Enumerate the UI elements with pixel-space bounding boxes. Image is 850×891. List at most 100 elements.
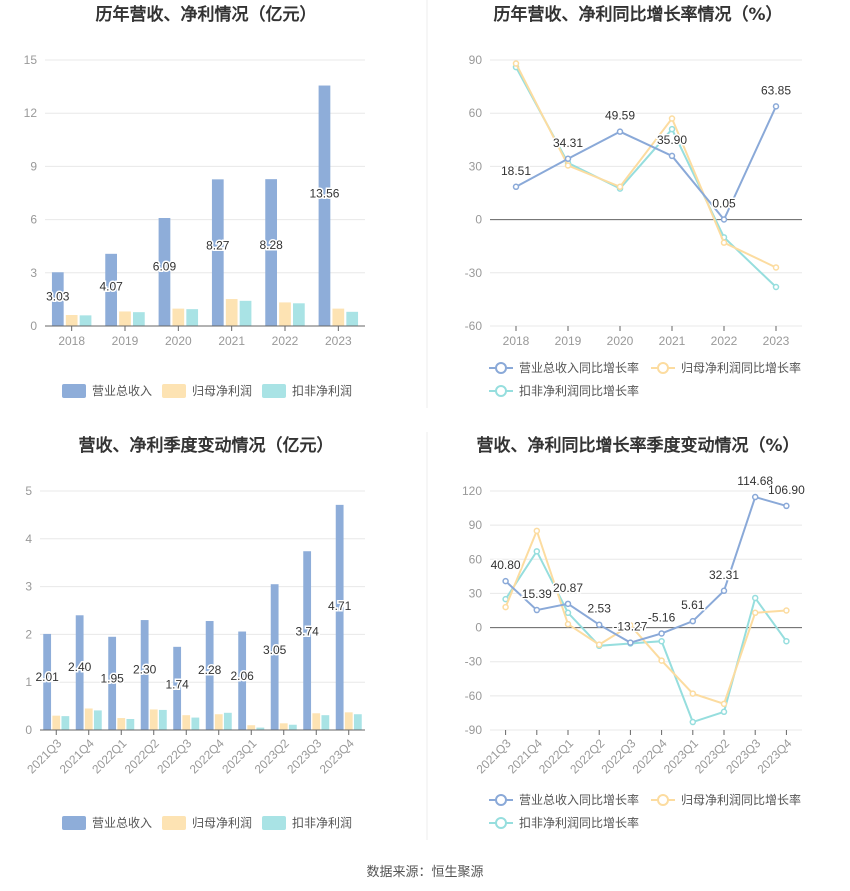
data-label: 0.05 [712, 197, 736, 211]
data-label: 18.51 [501, 164, 531, 178]
data-point [689, 690, 697, 697]
x-tick-label: 2023Q2 [252, 736, 292, 776]
data-point [720, 708, 728, 716]
bar [303, 551, 312, 730]
data-point [564, 600, 572, 608]
x-tick-label: 2023Q3 [284, 736, 324, 776]
bar [270, 584, 279, 730]
y-tick-label: 30 [469, 159, 483, 173]
data-label: 3.05 [263, 643, 287, 657]
data-point [783, 502, 790, 510]
data-point [502, 603, 509, 611]
bar [256, 727, 265, 730]
x-tick-label: 2021Q3 [24, 736, 64, 776]
data-label: 4.07 [99, 279, 123, 293]
data-point [668, 125, 676, 133]
x-tick-label: 2021 [659, 334, 686, 348]
bar [214, 714, 223, 730]
bar [265, 179, 277, 326]
data-point [616, 128, 624, 135]
series-line [515, 105, 777, 222]
data-point [689, 617, 697, 625]
y-tick-label: 60 [469, 552, 483, 566]
x-tick-label: 2019 [555, 334, 582, 348]
bar [84, 708, 93, 730]
legend-label: 扣非净利润同比增长率 [519, 815, 639, 830]
y-tick-label: 12 [24, 106, 38, 120]
bar [223, 712, 232, 730]
data-label: 34.31 [553, 136, 583, 150]
x-tick-label: 2023Q1 [219, 736, 259, 776]
data-point [751, 493, 759, 501]
data-label: 106.90 [768, 483, 805, 497]
x-tick-label: 2022Q4 [187, 736, 227, 776]
data-label: 3.74 [295, 625, 319, 639]
bar [211, 179, 224, 326]
bar [61, 716, 70, 730]
data-label: 15.39 [522, 587, 552, 601]
bar [293, 303, 305, 326]
legend-label: 扣非净利润 [292, 384, 352, 398]
data-point [502, 577, 509, 585]
legend-swatch-marker [495, 817, 507, 829]
bar [119, 311, 131, 326]
legend-label: 归母净利润同比增长率 [681, 360, 801, 375]
y-tick-label: 2 [25, 627, 32, 641]
x-tick-label: 2022 [711, 334, 738, 348]
x-tick-label: 2021Q4 [57, 736, 97, 776]
y-tick-label: 30 [469, 586, 483, 600]
bar [353, 714, 362, 730]
y-tick-label: 1 [25, 675, 32, 689]
legend-swatch-marker [495, 385, 507, 397]
legend-swatch [262, 384, 286, 398]
bar [318, 85, 331, 326]
legend-label: 扣非净利润同比增长率 [519, 383, 639, 398]
series-line [504, 495, 787, 644]
series-line [515, 63, 777, 269]
y-tick-label: 0 [25, 723, 32, 737]
bar [182, 715, 191, 730]
data-label: 8.28 [259, 238, 283, 252]
data-point [720, 587, 728, 595]
bar [279, 723, 288, 730]
data-point [627, 639, 634, 646]
y-tick-label: 5 [25, 484, 32, 498]
x-tick-label: 2023Q4 [317, 736, 357, 776]
data-point [720, 700, 728, 708]
data-point [720, 216, 728, 223]
bar [75, 615, 84, 730]
y-tick-label: -30 [465, 655, 483, 669]
data-point [658, 637, 665, 645]
data-source-note: 数据来源：恒生聚源 [366, 865, 483, 880]
bar [247, 725, 256, 730]
legend-swatch-marker [657, 362, 669, 374]
data-point [564, 162, 572, 169]
data-point [751, 609, 759, 617]
data-point [783, 637, 790, 645]
bar [191, 717, 200, 730]
y-tick-label: -30 [465, 266, 483, 280]
y-tick-label: -90 [465, 723, 483, 737]
data-label: 2.28 [198, 663, 222, 677]
legend-label: 扣非净利润 [292, 816, 352, 830]
bar [149, 709, 158, 730]
data-label: 2.53 [588, 602, 612, 616]
data-point [616, 183, 624, 191]
series-line [504, 549, 788, 724]
legend-label: 营业总收入同比增长率 [519, 360, 639, 375]
bar [239, 300, 252, 326]
bar [140, 620, 149, 730]
data-point [668, 152, 676, 160]
legend-label: 归母净利润 [192, 816, 252, 830]
data-point [533, 548, 541, 555]
data-point [564, 609, 572, 617]
y-tick-label: -60 [465, 319, 483, 333]
data-label: 63.85 [761, 83, 791, 97]
y-tick-label: 120 [462, 484, 482, 498]
legend-swatch [262, 816, 286, 830]
y-tick-label: 3 [30, 266, 37, 280]
x-tick-label: 2022 [272, 334, 299, 348]
data-point [595, 621, 603, 628]
data-point [533, 606, 541, 614]
bar [126, 719, 135, 730]
